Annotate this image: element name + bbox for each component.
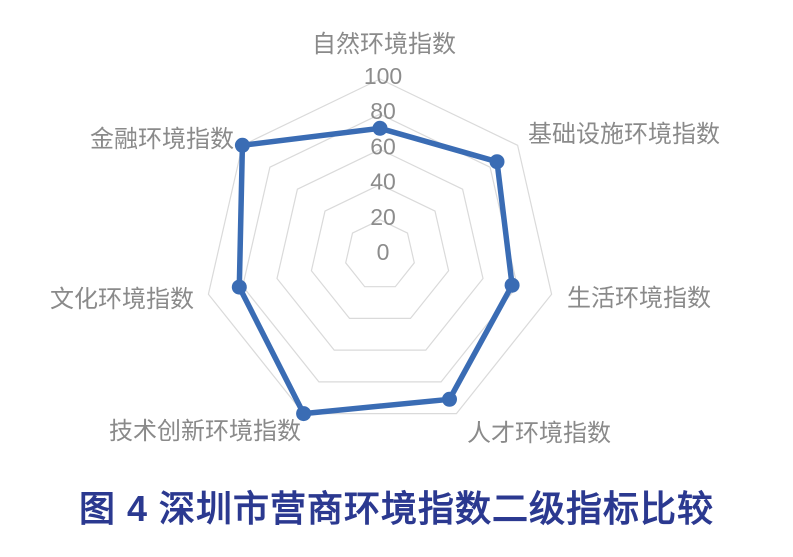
category-label-1: 基础设施环境指数 <box>528 121 720 148</box>
data-point-5 <box>231 279 247 295</box>
category-label-0: 自然环境指数 <box>312 31 456 58</box>
data-polygon <box>236 125 515 417</box>
radial-tick-label-80: 80 <box>370 98 396 124</box>
figure-caption: 图 4 深圳市营商环境指数二级指标比较 <box>78 488 715 529</box>
data-point-3 <box>442 391 457 407</box>
grid-ring-100 <box>207 78 553 415</box>
category-label-2: 生活环境指数 <box>567 285 711 312</box>
data-point-4 <box>296 406 312 422</box>
grid-ring-80 <box>242 113 518 383</box>
radial-tick-label-0: 0 <box>377 239 390 265</box>
category-label-4: 技术创新环境指数 <box>109 418 301 445</box>
data-point-1 <box>489 154 505 170</box>
radial-tick-label-100: 100 <box>364 63 402 89</box>
category-label-3: 人才环境指数 <box>467 420 611 447</box>
radial-tick-label-20: 20 <box>370 204 396 230</box>
data-point-6 <box>234 137 250 153</box>
category-label-5: 文化环境指数 <box>50 286 194 313</box>
category-label-6: 金融环境指数 <box>90 126 234 153</box>
radial-tick-label-60: 60 <box>370 133 396 159</box>
radial-tick-label-40: 40 <box>370 169 396 195</box>
grid-ring-20 <box>345 219 415 288</box>
grid-ring-60 <box>276 148 484 351</box>
data-point-0 <box>372 120 388 136</box>
data-point-2 <box>504 277 520 293</box>
grid-ring-40 <box>310 183 450 319</box>
